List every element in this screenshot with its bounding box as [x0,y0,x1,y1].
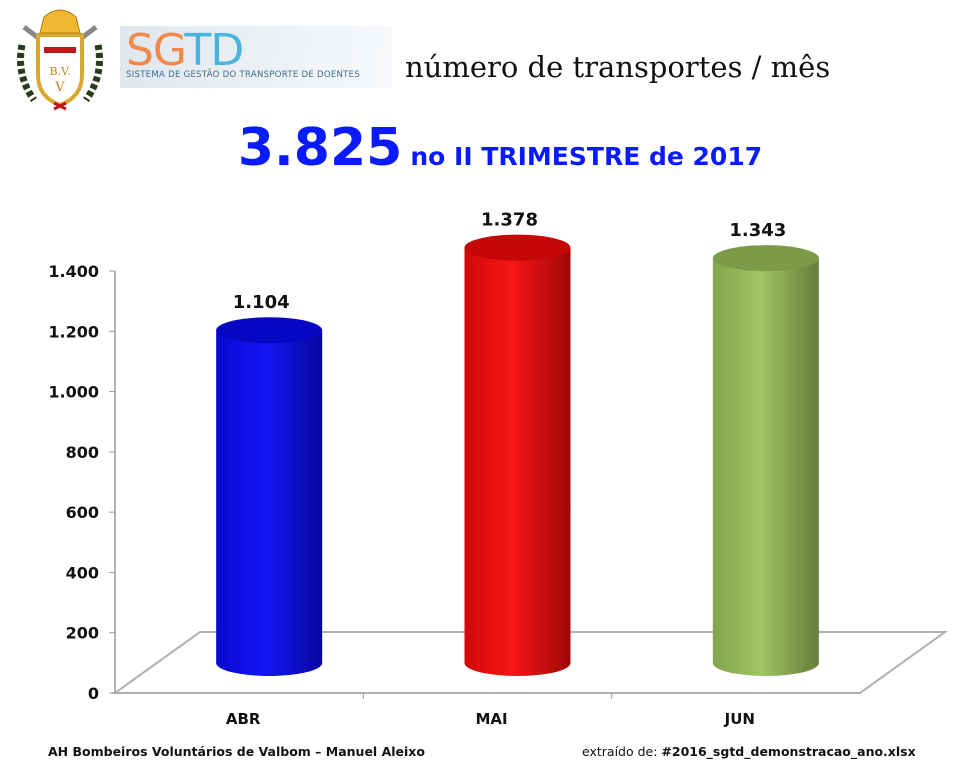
footer-source: extraído de: #2016_sgtd_demonstracao_ano… [582,744,916,759]
bar-top [712,245,819,272]
footer-author: AH Bombeiros Voluntários de Valbom – Man… [48,744,425,759]
crest-text: B.V. [49,65,70,78]
x-tick-label: ABR [226,710,261,728]
logo-tagline: SISTEMA DE GESTÃO DO TRANSPORTE DE DOENT… [126,70,361,80]
bombeiros-crest-logo: B.V. V [17,9,103,111]
y-tick-label: 200 [66,624,99,643]
y-tick-label: 400 [66,563,99,582]
y-tick-label: 1.400 [48,262,99,281]
y-tick-label: 600 [66,503,99,522]
bar-jun [712,245,819,676]
bar-body [216,330,323,676]
data-label: 1.378 [481,210,538,231]
source-file: #2016_sgtd_demonstracao_ano.xlsx [661,744,916,759]
bar-top [216,317,323,344]
x-tick-label: JUN [724,710,755,728]
total-value: 3.825 [237,118,403,178]
period-label: no II TRIMESTRE de 2017 [410,142,763,171]
bar-mai [464,234,571,677]
sgtd-logo: SGTD SISTEMA DE GESTÃO DO TRANSPORTE DE … [120,26,392,88]
y-tick-label: 1.000 [48,383,99,402]
bar-abr [216,317,323,676]
source-label: extraído de: [582,744,658,759]
y-tick-label: 1.200 [48,322,99,341]
x-tick-label: MAI [475,710,507,728]
bar-body [712,258,819,676]
data-label: 1.343 [729,220,786,241]
data-label: 1.104 [233,292,290,313]
bar-body [464,247,571,677]
y-tick-label: 800 [66,443,99,462]
bar-top [464,234,571,261]
svg-text:V: V [54,80,65,95]
logo-td: TD [184,25,244,76]
headline: 3.825 no II TRIMESTRE de 2017 [0,118,957,178]
logo-sg: SG [126,25,185,76]
y-tick-label: 0 [88,684,99,703]
page-subtitle: número de transportes / mês [405,50,831,84]
